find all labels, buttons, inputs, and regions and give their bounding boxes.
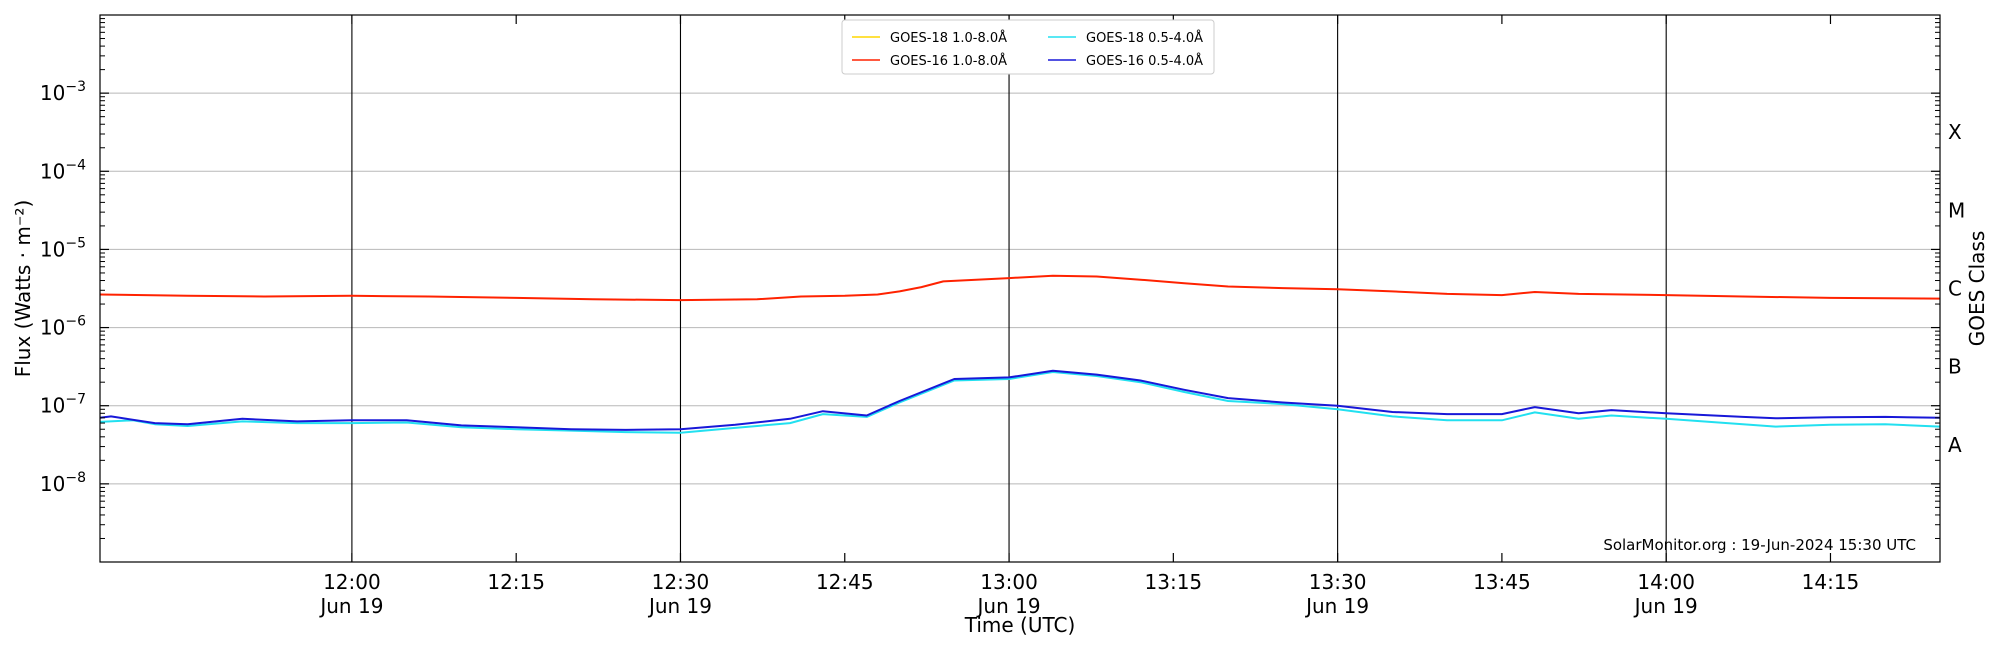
y-axis-ticks: 10−8 10−7 10−6 10−5 10−4 10−3 (40, 18, 1940, 539)
x-tick-label: 13:30 (1309, 570, 1367, 594)
legend-box (841, 19, 1215, 75)
x-tick-date-label: Jun 19 (647, 594, 712, 618)
x-tick-label: 12:00 (323, 570, 381, 594)
right-axis-title: GOES Class (1965, 231, 1989, 347)
plot-frame (99, 14, 1941, 563)
y-tick-label: 10−8 (40, 470, 86, 496)
series-line (99, 274, 1941, 302)
x-tick-label: 13:15 (1145, 570, 1203, 594)
x-tick-label: 14:15 (1802, 570, 1860, 594)
series-lines (99, 274, 1941, 434)
series-line (99, 371, 1941, 434)
y-axis-title: Flux (Watts · m⁻²) (11, 200, 35, 378)
goes-class-label: B (1948, 355, 1962, 379)
x-tick-label: 14:00 (1637, 570, 1695, 594)
x-tick-label: 12:45 (816, 570, 874, 594)
x-tick-date-label: Jun 19 (976, 594, 1041, 618)
legend-entry: GOES-18 0.5-4.0Å (1086, 30, 1203, 46)
goes-class-label: M (1948, 198, 1965, 222)
y-tick-label: 10−3 (40, 79, 86, 105)
credit-annotation: SolarMonitor.org : 19-Jun-2024 15:30 UTC (1603, 536, 1916, 554)
series-line (99, 369, 1941, 431)
goes-class-label: C (1948, 277, 1962, 301)
x-tick-label: 13:00 (980, 570, 1038, 594)
x-tick-date-label: Jun 19 (318, 594, 383, 618)
y-tick-label: 10−7 (40, 392, 86, 418)
goes-class-label: X (1948, 120, 1962, 144)
legend-entry: GOES-18 1.0-8.0Å (890, 30, 1007, 46)
goes-class-labels: A B C M X (1948, 120, 1965, 457)
legend: GOES-18 1.0-8.0Å GOES-16 1.0-8.0Å GOES-18 … (841, 19, 1215, 75)
y-tick-label: 10−4 (40, 157, 86, 183)
y-tick-label: 10−5 (40, 235, 86, 261)
legend-entry: GOES-16 1.0-8.0Å (890, 53, 1007, 69)
x-axis-title: Time (UTC) (964, 613, 1076, 637)
x-tick-label: 12:15 (487, 570, 545, 594)
legend-entry: GOES-16 0.5-4.0Å (1086, 53, 1203, 69)
x-tick-label: 12:30 (652, 570, 710, 594)
x-tick-label: 13:45 (1473, 570, 1531, 594)
x-tick-date-label: Jun 19 (1304, 594, 1369, 618)
x-tick-date-label: Jun 19 (1633, 594, 1698, 618)
goes-class-label: A (1948, 433, 1962, 457)
horizontal-gridlines (100, 92, 1940, 485)
y-tick-label: 10−6 (40, 314, 86, 340)
